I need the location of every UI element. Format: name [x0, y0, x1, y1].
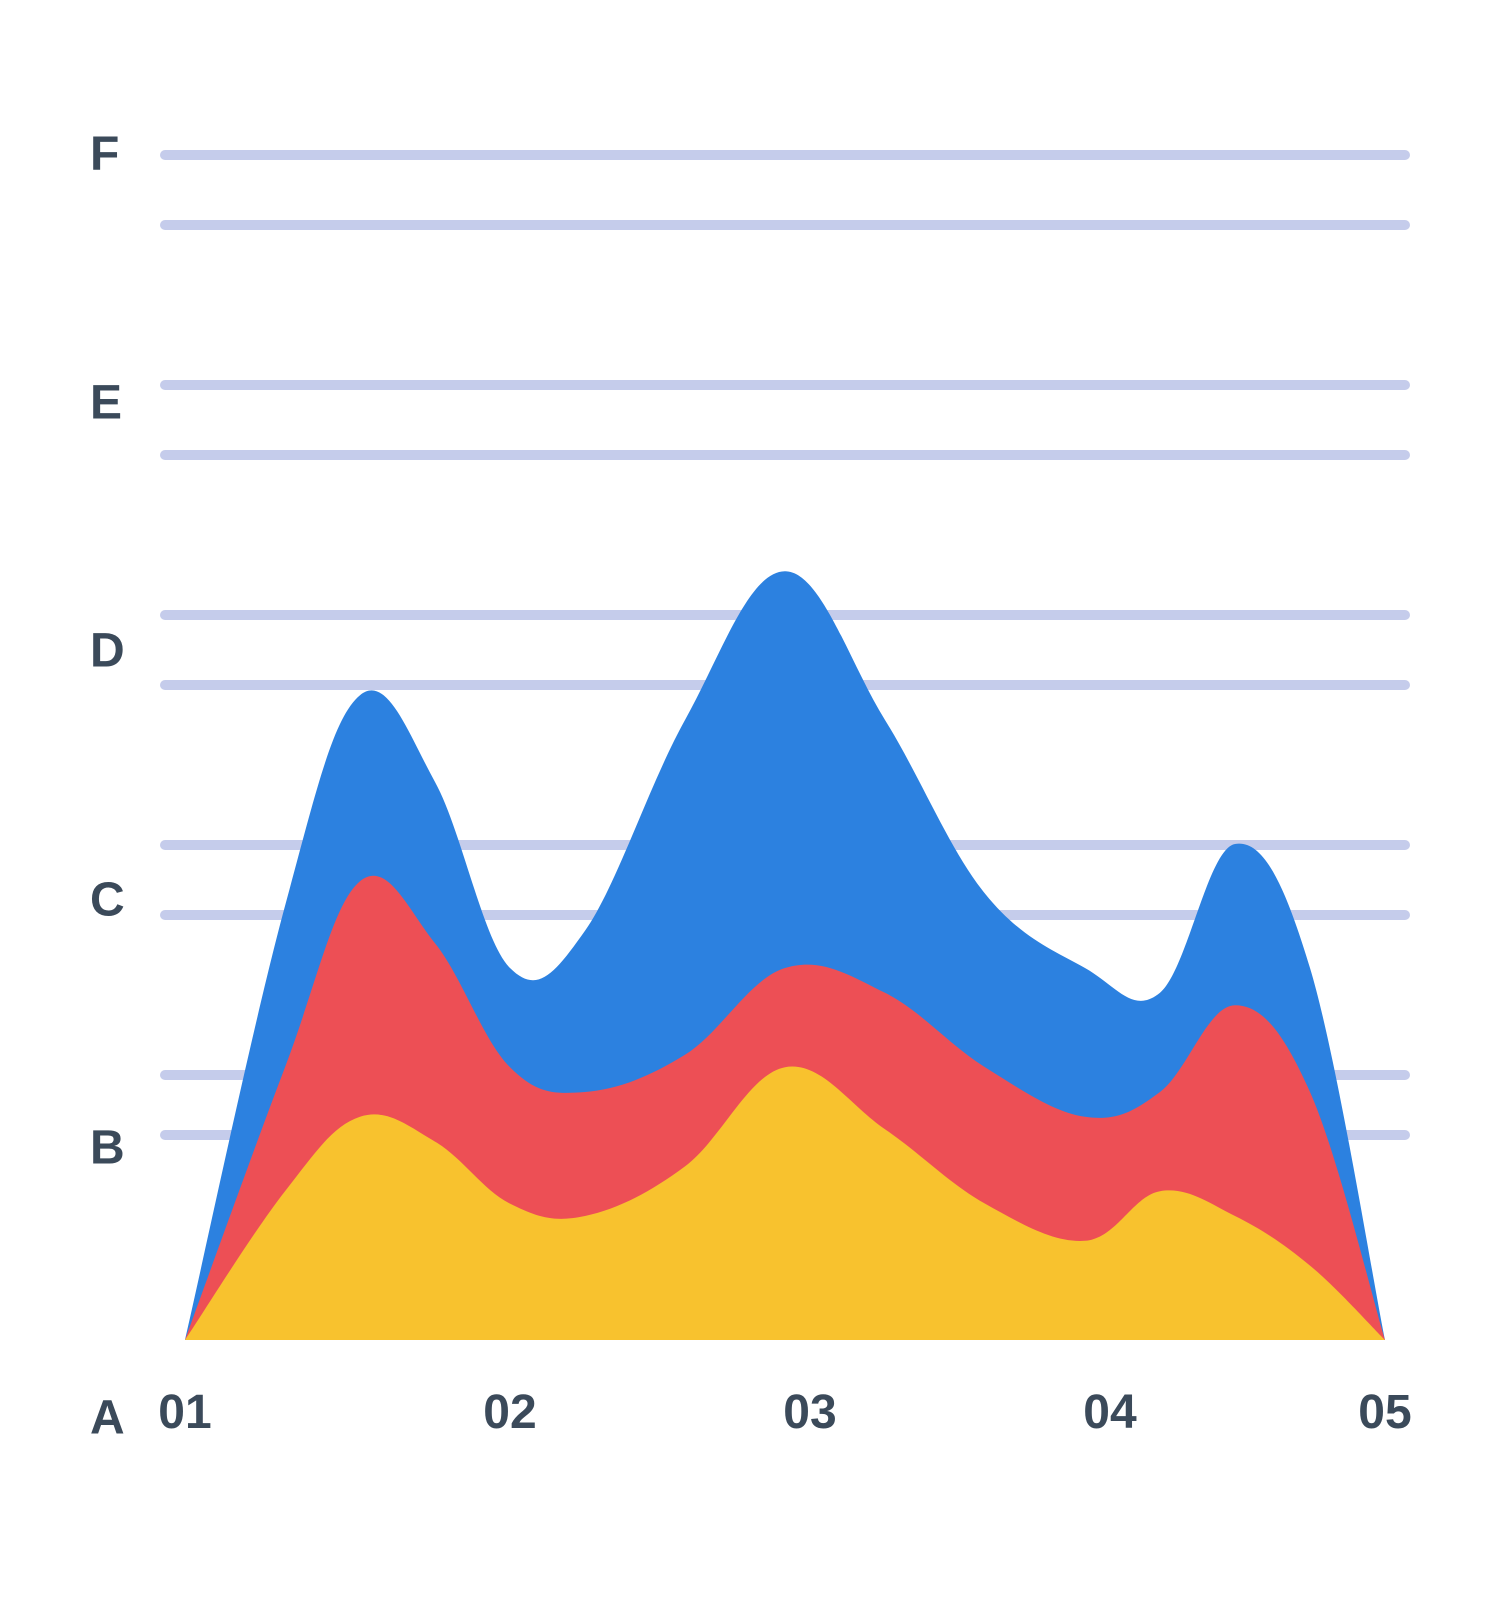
- x-axis-label: 01: [158, 1385, 211, 1440]
- x-axis-label: 03: [783, 1385, 836, 1440]
- area-series-svg: [160, 100, 1410, 1340]
- x-axis: 01 02 03 04 05: [160, 1380, 1410, 1440]
- y-axis-label: A: [90, 1391, 140, 1446]
- x-axis-label: 05: [1358, 1385, 1411, 1440]
- area-chart: F E D C B A 01: [90, 100, 1410, 1440]
- y-axis-label: C: [90, 872, 140, 927]
- x-axis-label: 04: [1083, 1385, 1136, 1440]
- y-axis-label: D: [90, 623, 140, 678]
- x-axis-label: 02: [483, 1385, 536, 1440]
- y-axis-label: E: [90, 375, 140, 430]
- y-axis-label: F: [90, 126, 140, 181]
- plot-area: [160, 100, 1410, 1340]
- y-axis-label: B: [90, 1120, 140, 1175]
